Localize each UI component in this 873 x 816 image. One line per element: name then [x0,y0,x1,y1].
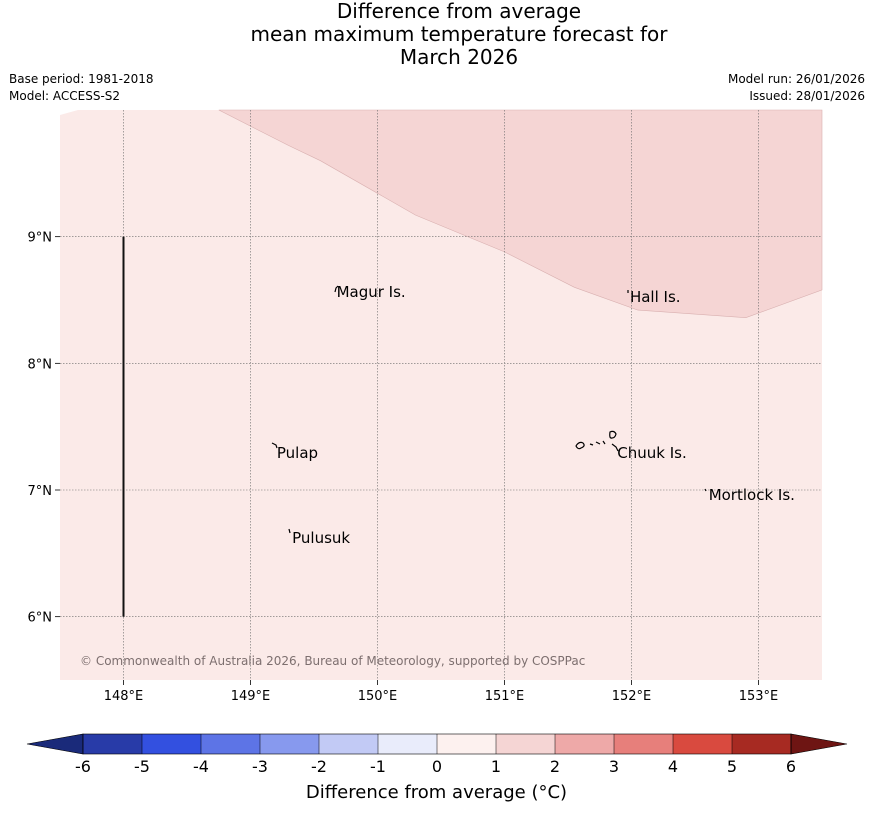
graticule [60,110,822,680]
model-name: Model: ACCESS-S2 [9,89,121,103]
issued-date: Issued: 28/01/2026 [749,89,865,103]
colorbar-label: Difference from average (°C) [305,782,568,803]
y-tick-label: 6°N [28,611,53,626]
island-outlines [271,285,707,534]
island-outline [611,443,619,452]
colorbar-segment [319,734,378,754]
meta-right: Model run: 26/01/2026 Issued: 28/01/2026 [728,71,865,105]
meta-left: Base period: 1981-2018 Model: ACCESS-S2 [9,71,154,105]
warm-anomaly-region [218,109,823,319]
axis-tick-labels: 148°E 149°E 150°E 151°E 152°E 153°E 9°N 8°N 7°N 6… [28,231,779,704]
colorbar-tick-label: 4 [668,757,678,776]
colorbar-segment [496,734,555,754]
base-period: Base period: 1981-2018 [9,72,154,86]
colorbar-segment [437,734,496,754]
island-outline [704,488,707,492]
colorbar-segment [732,734,791,754]
colorbar-over-arrow [790,733,848,755]
colorbar-tick-label: -1 [370,757,386,776]
colorbar-tick-label: -3 [252,757,268,776]
x-tick-label: 151°E [485,689,525,704]
place-label: Hall Is. [630,288,681,306]
model-run: Model run: 26/01/2026 [727,72,865,86]
colorbar-segment [201,734,260,754]
colorbar-tick-label: 2 [550,757,560,776]
colorbar-segment [673,734,732,754]
y-tick-label: 8°N [28,357,53,372]
island-outline [575,441,585,450]
colorbar-tick-label: 3 [609,757,619,776]
x-tick-label: 150°E [358,689,398,704]
title-line-3: March 2026 [399,45,519,69]
map-corner [60,110,78,115]
place-label: Chuuk Is. [617,444,686,462]
place-labels: Magur Is. Hall Is. Pulap Chuuk Is. Mortlock … [277,283,795,547]
colorbar-under-arrow [26,733,84,755]
colorbar-segment [260,734,319,754]
y-tick-label: 9°N [28,231,53,246]
island-outline [589,443,594,446]
island-outline [288,528,291,534]
x-tick-label: 148°E [104,689,144,704]
x-tick-label: 152°E [612,689,652,704]
colorbar-tick-label: 0 [432,757,442,776]
island-outline [609,430,617,439]
colorbar-segment [614,734,673,754]
x-tick-label: 153°E [739,689,779,704]
title-line-2: mean maximum temperature forecast for [250,22,668,46]
island-outline [271,442,278,449]
colorbar-segment [142,734,201,754]
x-tick-label: 149°E [231,689,271,704]
island-outline [334,285,339,293]
colorbar-segment [378,734,437,754]
place-label: Pulusuk [292,529,350,547]
island-outline [595,441,601,445]
island-outline [602,440,606,445]
place-label: Pulap [277,444,318,462]
title-line-1: Difference from average [336,0,582,23]
colorbar-tick-label: -6 [75,757,91,776]
y-tick-label: 7°N [28,484,53,499]
copyright-text: © Commonwealth of Australia 2026, Bureau… [80,654,585,668]
place-label: Magur Is. [337,283,406,301]
colorbar-tick-label: -2 [311,757,327,776]
colorbar-tick-label: 1 [491,757,501,776]
colorbar-segment [83,734,142,754]
colorbar-tick-label: 5 [727,757,737,776]
colorbar-tick-label: 6 [786,757,796,776]
colorbar: -6 -5 -4 -3 -2 -1 0 1 2 3 4 5 6 [26,733,848,776]
place-label: Mortlock Is. [709,486,795,504]
colorbar-segment [555,734,614,754]
map-title: Difference from average mean maximum tem… [0,0,873,69]
colorbar-tick-label: -5 [134,757,150,776]
colorbar-tick-label: -4 [193,757,209,776]
